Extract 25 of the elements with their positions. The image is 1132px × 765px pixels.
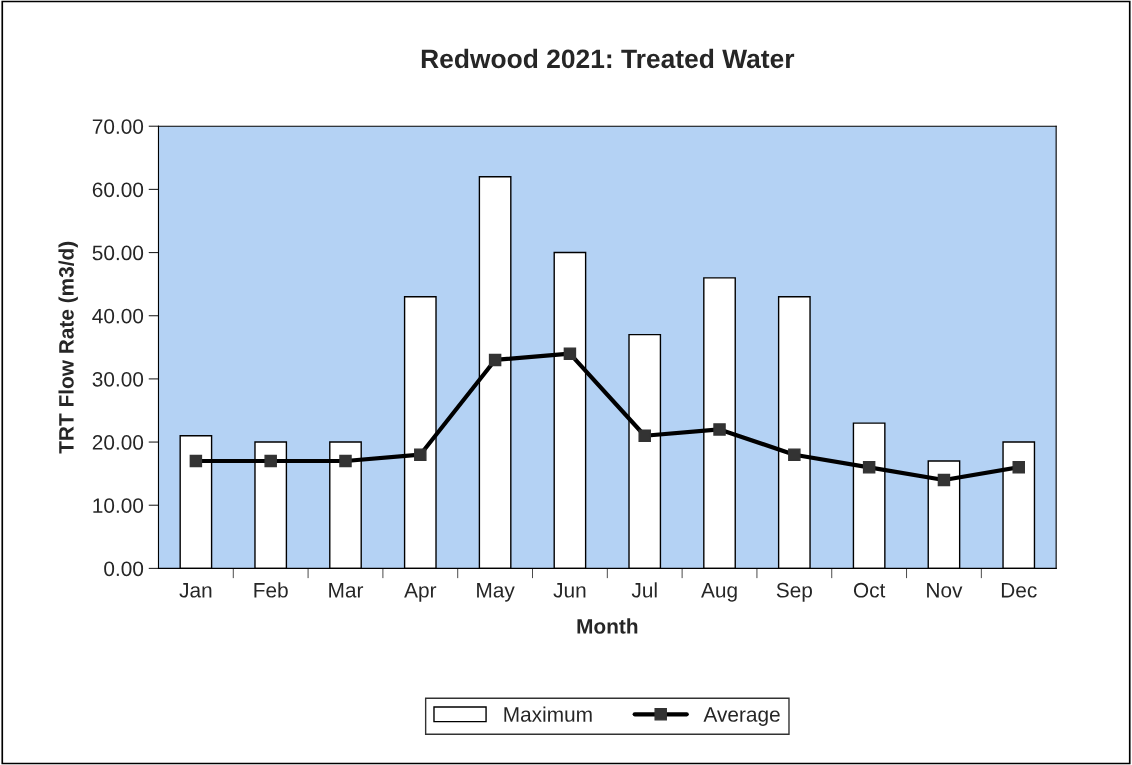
x-tick-label: Dec [1001, 583, 1037, 598]
x-tick-label: Jan [179, 583, 212, 598]
y-tick-label: 30.00 [92, 371, 144, 387]
y-tick-label: 0.00 [104, 561, 144, 577]
x-tick-label: Sep [776, 582, 812, 602]
x-tick-label: Jul [631, 582, 657, 598]
y-tick-label: 40.00 [92, 308, 144, 324]
y-tick-label: 20.00 [92, 435, 144, 450]
chart-title: Redwood 2021: Treated Water [421, 48, 795, 69]
legend-label: Maximum [504, 706, 592, 722]
x-tick-label: Nov [927, 583, 963, 598]
y-tick-label: 60.00 [92, 182, 144, 198]
y-tick-label: 50.00 [92, 245, 144, 261]
x-tick-label: Apr [404, 583, 437, 602]
y-tick-label: 70.00 [92, 119, 144, 134]
x-tick-label: Jun [553, 583, 586, 598]
y-tick-label: 10.00 [93, 498, 144, 513]
legend-label: Average [703, 707, 780, 726]
x-axis-title: Month [577, 618, 638, 634]
x-tick-label: Oct [853, 582, 886, 598]
x-tick-label: Mar [329, 583, 364, 598]
y-axis-title: TRT Flow Rate (m3/d) [58, 241, 78, 454]
x-tick-label: Feb [254, 582, 288, 598]
x-tick-label: May [477, 583, 515, 602]
x-tick-label: Aug [701, 583, 737, 602]
